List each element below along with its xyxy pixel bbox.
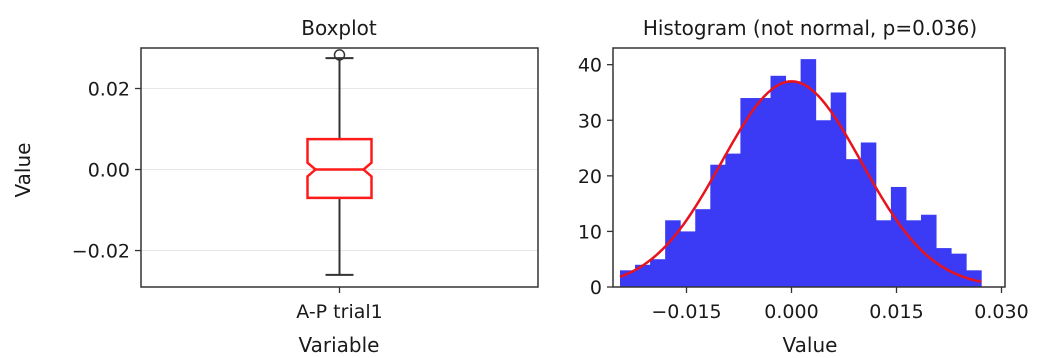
normal-curve [619, 80, 982, 283]
histogram-frame [612, 47, 1006, 288]
histogram-bar [725, 153, 741, 287]
boxplot-y-tick-label: −0.02 [72, 241, 130, 263]
boxplot-y-tick-label: 0.00 [88, 160, 130, 182]
boxplot-box [306, 137, 373, 200]
boxplot-marks [306, 49, 373, 276]
histogram-bar [905, 220, 922, 287]
histogram-title: Histogram (not normal, p=0.036) [643, 16, 977, 40]
histogram-bar [635, 264, 651, 287]
histogram-bar [740, 98, 756, 287]
histogram-bar [800, 59, 817, 288]
histogram-bar [665, 220, 681, 287]
histogram-x-tick-label: 0.030 [974, 301, 1028, 323]
boxplot-outlier [333, 49, 346, 61]
histogram-bar [845, 159, 862, 287]
boxplot-x-ticks: A-P trial1 [296, 287, 383, 323]
histogram-x-axis-label: Value [783, 333, 838, 357]
histogram-panel: Histogram (not normal, p=0.036) 0 10 20 30 4… [578, 16, 1029, 357]
histogram-bar [890, 186, 907, 287]
histogram-bar [921, 214, 937, 287]
histogram-bar [785, 81, 802, 287]
histogram-y-ticks: 0 10 20 30 40 [578, 55, 613, 299]
histogram-y-tick-label: 30 [578, 110, 602, 132]
histogram-bar [710, 164, 726, 287]
histogram-bar [875, 220, 892, 287]
histogram-y-tick-label: 20 [578, 166, 602, 188]
histogram-bar [860, 142, 877, 287]
histogram-x-tick-label: 0.000 [764, 301, 818, 323]
histogram-bar [755, 98, 771, 287]
histogram-bar [951, 253, 967, 287]
histogram-bars [620, 59, 982, 288]
boxplot-y-ticks: 0.02 0.00 −0.02 [72, 79, 141, 263]
histogram-bar [830, 92, 847, 287]
histogram-bar [770, 75, 787, 287]
histogram-bar [650, 259, 666, 287]
boxplot-y-axis-label: Value [11, 143, 35, 198]
histogram-y-tick-label: 0 [590, 277, 602, 299]
histogram-x-tick-label: 0.015 [869, 301, 923, 323]
histogram-bar [695, 209, 711, 287]
boxplot-title: Boxplot [301, 16, 377, 40]
histogram-y-tick-label: 10 [578, 221, 602, 243]
histogram-bar [680, 231, 696, 287]
histogram-x-tick-label: −0.015 [651, 301, 721, 323]
histogram-bar [966, 270, 982, 287]
boxplot-x-tick-label: A-P trial1 [296, 301, 382, 323]
histogram-bar [815, 120, 832, 287]
boxplot-panel: Boxplot 0.02 0.00 −0.02 A-P trial1 Value V… [11, 16, 539, 357]
histogram-x-ticks: −0.015 0.000 0.015 0.030 [651, 287, 1029, 323]
histogram-y-tick-label: 40 [578, 55, 602, 77]
boxplot-x-axis-label: Variable [299, 333, 380, 357]
boxplot-y-tick-label: 0.02 [88, 79, 130, 101]
